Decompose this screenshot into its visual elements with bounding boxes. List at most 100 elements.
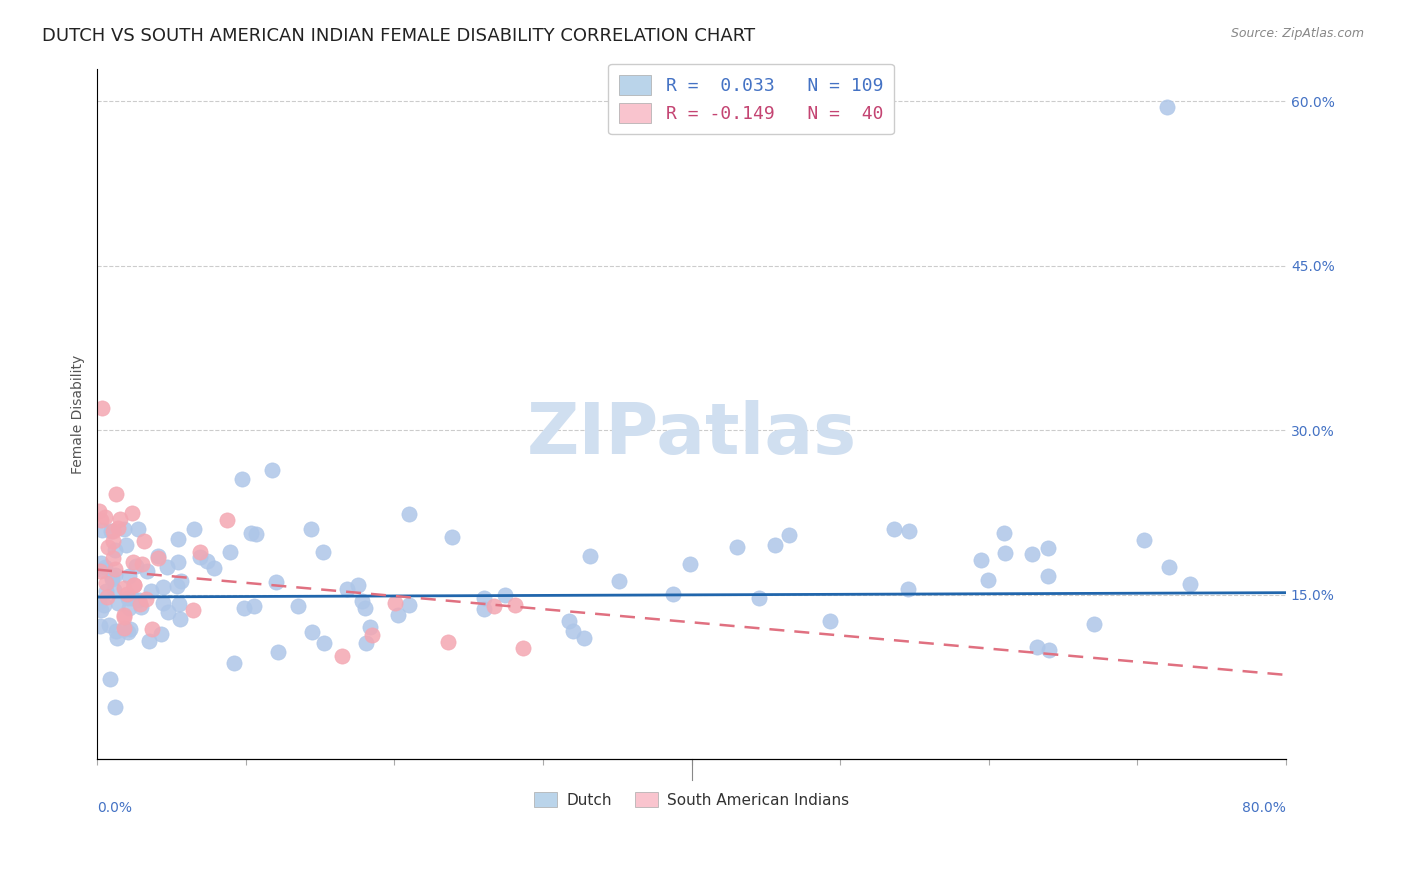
Point <box>398 599 420 613</box>
Point <box>441 530 464 544</box>
Point <box>121 555 143 569</box>
Point <box>91 524 114 538</box>
Point <box>112 522 135 536</box>
Point <box>122 578 145 592</box>
Point <box>287 599 309 613</box>
Point <box>195 554 218 568</box>
Point <box>141 622 163 636</box>
Point <box>970 552 993 566</box>
Point <box>96 583 118 598</box>
Point <box>472 591 495 605</box>
Point <box>897 524 920 539</box>
Point <box>120 622 142 636</box>
Point <box>883 522 905 536</box>
Point <box>976 574 998 588</box>
Point <box>1156 100 1178 114</box>
Point <box>112 610 135 624</box>
Point <box>993 526 1015 541</box>
Point <box>138 633 160 648</box>
Point <box>100 524 122 538</box>
Point <box>104 543 127 558</box>
Point <box>114 623 136 637</box>
Point <box>354 601 377 615</box>
Point <box>136 564 159 578</box>
Point <box>115 587 138 601</box>
Point <box>1026 640 1049 654</box>
Point <box>90 557 112 571</box>
Point <box>558 615 581 629</box>
Point <box>112 581 135 595</box>
Point <box>301 624 323 639</box>
Point <box>266 575 288 590</box>
Y-axis label: Female Disability: Female Disability <box>72 354 86 474</box>
Point <box>105 624 128 638</box>
Point <box>472 601 495 615</box>
Point <box>94 576 117 591</box>
Point <box>148 551 170 566</box>
Text: 80.0%: 80.0% <box>1241 801 1286 814</box>
Point <box>748 591 770 606</box>
Point <box>572 631 595 645</box>
Point <box>110 512 132 526</box>
Point <box>122 577 145 591</box>
Point <box>167 597 190 611</box>
Point <box>170 574 193 588</box>
Point <box>512 640 534 655</box>
Text: Source: ZipAtlas.com: Source: ZipAtlas.com <box>1230 27 1364 40</box>
Point <box>101 524 124 538</box>
Point <box>1021 547 1043 561</box>
Point <box>115 538 138 552</box>
Point <box>398 508 420 522</box>
Point <box>131 558 153 572</box>
Point <box>314 636 336 650</box>
Point <box>347 578 370 592</box>
Point <box>725 540 748 554</box>
Point <box>166 579 188 593</box>
Point <box>97 617 120 632</box>
Point <box>188 549 211 564</box>
Point <box>233 601 256 615</box>
Point <box>89 619 111 633</box>
Point <box>1132 533 1154 547</box>
Point <box>89 564 111 578</box>
Point <box>105 631 128 645</box>
Point <box>90 513 112 527</box>
Point <box>330 649 353 664</box>
Point <box>167 555 190 569</box>
Point <box>94 510 117 524</box>
Point <box>579 549 602 564</box>
Point <box>150 627 173 641</box>
Point <box>117 624 139 639</box>
Point <box>267 644 290 658</box>
Point <box>387 607 409 622</box>
Point <box>128 592 150 607</box>
Point <box>219 545 242 559</box>
Point <box>245 527 267 541</box>
Point <box>121 507 143 521</box>
Point <box>104 487 127 501</box>
Point <box>661 586 683 600</box>
Point <box>87 595 110 609</box>
Point <box>679 558 702 572</box>
Point <box>118 568 141 582</box>
Point <box>128 597 150 611</box>
Point <box>156 560 179 574</box>
Point <box>354 636 377 650</box>
Point <box>1038 642 1060 657</box>
Point <box>779 527 801 541</box>
Point <box>359 620 381 634</box>
Point <box>763 538 786 552</box>
Point <box>146 549 169 564</box>
Point <box>299 522 322 536</box>
Point <box>112 608 135 623</box>
Point <box>1036 541 1059 555</box>
Point <box>243 599 266 613</box>
Point <box>437 634 460 648</box>
Point <box>107 596 129 610</box>
Point <box>561 624 583 638</box>
Point <box>503 598 526 612</box>
Point <box>1083 617 1105 632</box>
Point <box>132 533 155 548</box>
Point <box>104 700 127 714</box>
Text: DUTCH VS SOUTH AMERICAN INDIAN FEMALE DISABILITY CORRELATION CHART: DUTCH VS SOUTH AMERICAN INDIAN FEMALE DI… <box>42 27 755 45</box>
